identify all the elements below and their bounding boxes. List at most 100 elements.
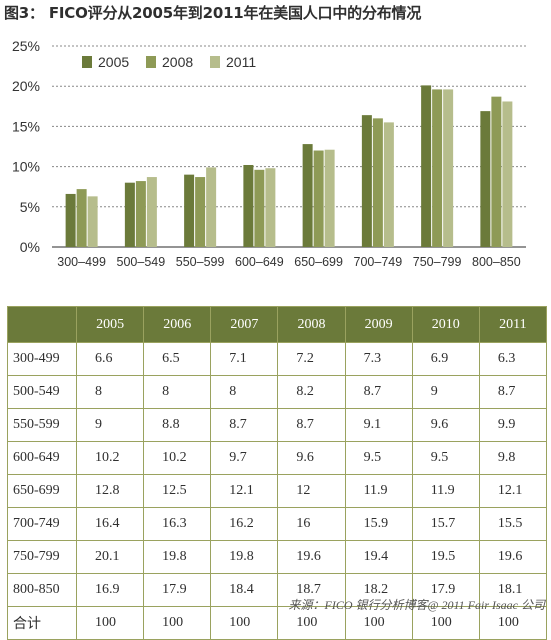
bar: [184, 174, 195, 247]
legend-label: 2008: [162, 54, 193, 70]
table-row-label: 合计: [7, 606, 77, 640]
table-corner-header: [7, 306, 77, 343]
table-cell: 17.9: [143, 573, 212, 607]
table-cell: 15.9: [344, 507, 413, 541]
table-cell: 9: [75, 408, 145, 442]
table-cell: 8: [75, 375, 145, 409]
table-cell: 19.8: [143, 540, 212, 574]
table-cell: 19.6: [478, 540, 548, 574]
table-cell: 6.6: [75, 342, 145, 376]
table-cell: 9.5: [344, 441, 413, 475]
table-cell: 7.1: [210, 342, 279, 376]
table-cell: 6.5: [143, 342, 212, 376]
table-cell: 12.1: [210, 474, 279, 508]
table-row: 800-850 16.9 17.9 18.4 18.7 18.2 17.9 18.1: [7, 573, 548, 607]
table-column-header: 2008: [277, 306, 346, 343]
table-cell: 6.3: [478, 342, 548, 376]
table-cell: 16.4: [75, 507, 145, 541]
bar: [135, 181, 146, 247]
table-cell: 6.9: [411, 342, 480, 376]
bar: [206, 167, 217, 247]
table-row: 500-549 8 8 8 8.2 8.7 9 8.7: [7, 375, 548, 409]
y-tick-label: 25%: [12, 38, 40, 54]
x-tick-label: 650–699: [294, 255, 343, 269]
table-cell: 15.7: [411, 507, 480, 541]
table-column-header: 2006: [143, 306, 212, 343]
bar: [254, 169, 265, 247]
table-row-label: 300-499: [7, 342, 77, 376]
table-cell: 11.9: [411, 474, 480, 508]
table-cell: 16.2: [210, 507, 279, 541]
table-column-header: 2010: [411, 306, 480, 343]
table-cell: 8: [210, 375, 279, 409]
legend-label: 2011: [226, 54, 256, 70]
y-tick-label: 10%: [12, 159, 40, 175]
y-tick-label: 5%: [20, 199, 40, 215]
bar: [76, 189, 87, 247]
table-row-label: 550-599: [7, 408, 77, 442]
table-cell: 12: [277, 474, 346, 508]
table-cell: 19.8: [210, 540, 279, 574]
bar: [480, 111, 491, 248]
x-tick-label: 800–850: [472, 255, 521, 269]
table-cell: 12.1: [478, 474, 548, 508]
bar: [87, 196, 98, 247]
bar: [491, 96, 502, 247]
bar: [372, 118, 383, 247]
table-cell: 16.3: [143, 507, 212, 541]
legend-swatch: [146, 56, 156, 68]
data-table: 2005 2006 2007 2008 2009 2010 2011 300-499 6.6 6…: [7, 306, 548, 640]
table-column-header: 2009: [344, 306, 413, 343]
table-cell: 100: [210, 606, 279, 640]
bar: [302, 144, 313, 247]
table-cell: 100: [143, 606, 212, 640]
bar: [502, 101, 513, 247]
table-cell: 9.7: [210, 441, 279, 475]
table-cell: 16: [277, 507, 346, 541]
table-cell: 12.8: [75, 474, 145, 508]
bar: [146, 177, 157, 247]
table-cell: 9.6: [277, 441, 346, 475]
bar: [124, 182, 135, 247]
table-column-header: 2005: [75, 306, 145, 343]
bar: [443, 89, 454, 247]
bar: [195, 177, 206, 247]
table-cell: 9.8: [478, 441, 548, 475]
table-cell: 19.6: [277, 540, 346, 574]
table-row-label: 500-549: [7, 375, 77, 409]
table-cell: 18.7: [277, 573, 346, 607]
bar-chart: 0% 5% 10% 15% 20% 25% 300–499 500–549 550–599 600…: [12, 38, 526, 269]
table-cell: 16.9: [75, 573, 145, 607]
table-cell: 7.3: [344, 342, 413, 376]
table-cell: 15.5: [478, 507, 548, 541]
bar: [65, 193, 76, 247]
table-cell: 9.5: [411, 441, 480, 475]
bar: [324, 149, 335, 247]
bar: [421, 85, 432, 247]
bar: [313, 150, 324, 247]
table-header-row: 2005 2006 2007 2008 2009 2010 2011: [7, 306, 548, 343]
bar: [361, 115, 372, 247]
table-row: 750-799 20.1 19.8 19.8 19.6 19.4 19.5 19.6: [7, 540, 548, 574]
table-cell: 19.5: [411, 540, 480, 574]
table-row-label: 700-749: [7, 507, 77, 541]
legend-swatch: [210, 56, 220, 68]
bar: [265, 168, 276, 247]
table-row: 700-749 16.4 16.3 16.2 16 15.9 15.7 15.5: [7, 507, 548, 541]
bar: [432, 89, 443, 247]
table-cell: 10.2: [143, 441, 212, 475]
bar: [243, 164, 254, 247]
table-row-label: 600-649: [7, 441, 77, 475]
legend-label: 2005: [98, 54, 129, 70]
table-cell: 10.2: [75, 441, 145, 475]
x-tick-label: 550–599: [176, 255, 225, 269]
table-row-label: 800-850: [7, 573, 77, 607]
table-cell: 100: [75, 606, 145, 640]
table-cell: 20.1: [75, 540, 145, 574]
table-column-header: 2007: [210, 306, 279, 343]
chart-title: 图3： FICO评分从2005年到2011年在美国人口中的分布情况: [4, 4, 422, 22]
table-cell: 8.8: [143, 408, 212, 442]
table-cell: 12.5: [143, 474, 212, 508]
x-tick-label: 600–649: [235, 255, 284, 269]
y-tick-label: 0%: [20, 239, 40, 255]
